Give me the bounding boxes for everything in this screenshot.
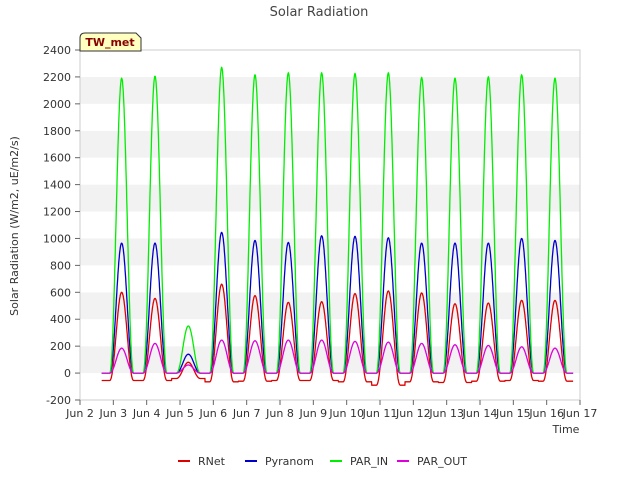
legend: RNet Pyranom PAR_IN PAR_OUT xyxy=(178,455,467,468)
legend-label: Pyranom xyxy=(265,455,314,468)
legend-label: PAR_OUT xyxy=(417,455,467,468)
x-tick-label: Jun 14 xyxy=(462,407,498,420)
x-axis-label: Time xyxy=(552,423,580,436)
station-badge: TW_met xyxy=(79,32,142,52)
x-tick-label: Jun 17 xyxy=(562,407,598,420)
x-tick-label: Jun 2 xyxy=(65,407,94,420)
grid-band xyxy=(80,211,580,239)
x-axis-ticks: Jun 2 Jun 3 Jun 4 Jun 5 Jun 6 Jun 7 Jun 8 Jun 9… xyxy=(65,400,597,420)
series-lines xyxy=(101,66,574,386)
badge-box xyxy=(79,32,142,52)
y-tick-label: 2000 xyxy=(43,98,71,111)
y-tick-label: 200 xyxy=(50,340,71,353)
y-tick-label: 400 xyxy=(50,313,71,326)
x-tick-label: Jun 6 xyxy=(198,407,227,420)
x-tick-label: Jun 10 xyxy=(328,407,364,420)
x-tick-label: Jun 9 xyxy=(298,407,327,420)
x-tick-label: Jun 11 xyxy=(362,407,398,420)
y-tick-label: 1000 xyxy=(43,232,71,245)
y-tick-label: 1600 xyxy=(43,152,71,165)
chart-title: Solar Radiation xyxy=(270,5,369,20)
y-tick-label: 2400 xyxy=(43,44,71,57)
plot-frame xyxy=(79,49,581,401)
y-tick-label: -200 xyxy=(46,394,71,407)
legend-label: RNet xyxy=(198,455,226,468)
y-tick-label: 0 xyxy=(64,367,71,380)
x-tick-label: Jun 3 xyxy=(98,407,127,420)
y-tick-label: 600 xyxy=(50,286,71,299)
grid-band xyxy=(80,130,580,158)
x-tick-label: Jun 4 xyxy=(132,407,161,420)
series-line-rnet xyxy=(101,283,574,386)
grid-band xyxy=(80,50,580,77)
legend-label: PAR_IN xyxy=(350,455,388,468)
x-tick-label: Jun 7 xyxy=(232,407,261,420)
grid-band xyxy=(80,265,580,293)
badge-label: TW_met xyxy=(85,36,134,49)
grid-band xyxy=(80,103,580,131)
x-tick-label: Jun 13 xyxy=(428,407,464,420)
x-tick-label: Jun 12 xyxy=(395,407,431,420)
y-tick-label: 1800 xyxy=(43,125,71,138)
y-axis-label: Solar Radiation (W/m2, uE/m2/s) xyxy=(8,136,21,316)
grid-band xyxy=(80,76,580,104)
x-tick-label: Jun 8 xyxy=(265,407,294,420)
x-tick-label: Jun 16 xyxy=(528,407,564,420)
y-tick-label: 800 xyxy=(50,259,71,272)
grid-band xyxy=(80,184,580,212)
y-tick-label: 1400 xyxy=(43,179,71,192)
grid-band xyxy=(80,157,580,185)
series-line-par-out xyxy=(101,339,574,374)
grid-band xyxy=(80,238,580,266)
grid-band xyxy=(80,373,580,400)
x-tick-label: Jun 15 xyxy=(495,407,531,420)
x-tick-label: Jun 5 xyxy=(165,407,194,420)
y-axis-ticks: -200 0 200 400 600 800 1000 1200 1400 1600 1800 200… xyxy=(43,44,80,407)
y-tick-label: 1200 xyxy=(43,206,71,219)
y-tick-label: 2200 xyxy=(43,71,71,84)
